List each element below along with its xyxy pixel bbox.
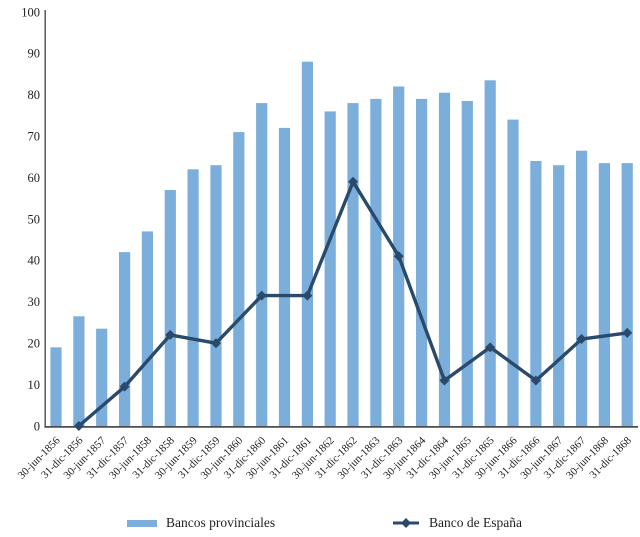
diamond-marker-31-dic-1863 <box>393 251 404 262</box>
y-tick-label-80: 80 <box>28 88 41 102</box>
bar-31-dic-1861 <box>301 61 313 426</box>
bar-31-dic-1866 <box>530 161 542 426</box>
bar-30-jun-1867 <box>553 165 565 426</box>
bar-30-jun-1862 <box>324 111 336 427</box>
y-tick-label-50: 50 <box>28 212 41 226</box>
diamond-marker-31-dic-1857 <box>119 381 130 392</box>
bar-30-jun-1859 <box>187 169 199 427</box>
bar-31-dic-1865 <box>484 80 496 427</box>
bar-31-dic-1868 <box>621 163 633 426</box>
diamond-marker-31-dic-1866 <box>530 375 541 386</box>
bar-30-jun-1866 <box>507 119 519 426</box>
bar-30-jun-1863 <box>370 98 382 427</box>
bar-30-jun-1860 <box>233 132 245 426</box>
diamond-marker-31-dic-1856 <box>73 421 84 431</box>
diamond-marker-31-dic-1868 <box>622 327 633 338</box>
y-tick-label-10: 10 <box>28 378 41 392</box>
diamond-marker-31-dic-1860 <box>256 290 267 301</box>
y-tick-label-90: 90 <box>28 47 41 61</box>
y-tick-label-40: 40 <box>28 254 41 268</box>
bar-31-dic-1867 <box>576 150 588 426</box>
y-tick-label-20: 20 <box>28 337 41 351</box>
diamond-marker-31-dic-1865 <box>485 342 496 353</box>
bar-30-jun-1864 <box>416 98 428 427</box>
bar-31-dic-1862 <box>347 103 359 426</box>
diamond-marker-31-dic-1862 <box>348 176 359 187</box>
bar-30-jun-1857 <box>96 328 108 426</box>
diamond-marker-31-dic-1859 <box>210 338 221 349</box>
y-tick-label-100: 100 <box>21 5 40 19</box>
bar-31-dic-1859 <box>210 165 222 426</box>
y-tick-label-0: 0 <box>34 419 40 433</box>
bar-30-jun-1858 <box>141 231 153 426</box>
bar-31-dic-1864 <box>438 92 451 426</box>
diamond-marker-31-dic-1858 <box>165 329 176 340</box>
y-tick-label-70: 70 <box>28 130 41 144</box>
y-tick-label-60: 60 <box>28 171 41 185</box>
bar-30-jun-1861 <box>278 127 291 427</box>
bar-30-jun-1868 <box>598 163 610 426</box>
bar-30-jun-1865 <box>461 101 473 426</box>
bar-31-dic-1856 <box>73 316 85 426</box>
bar-31-dic-1857 <box>119 252 131 426</box>
diamond-marker-31-dic-1861 <box>302 290 313 301</box>
y-tick-label-30: 30 <box>28 295 41 309</box>
bar-31-dic-1860 <box>256 103 268 426</box>
diamond-marker-31-dic-1864 <box>439 375 450 386</box>
bar-31-dic-1858 <box>164 190 176 426</box>
diamond-marker-31-dic-1867 <box>576 334 587 345</box>
bar-30-jun-1856 <box>50 347 62 426</box>
